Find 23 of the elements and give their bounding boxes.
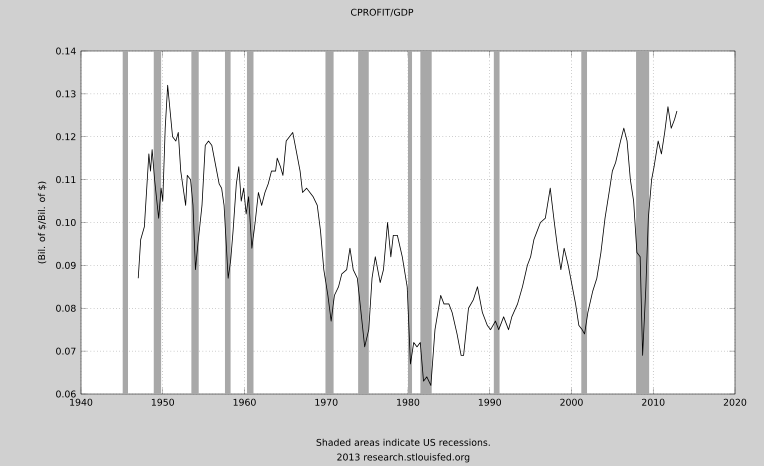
y-tick-label: 0.11 (56, 176, 76, 184)
x-tick-label: 1940 (70, 398, 92, 406)
x-tick-label: 1960 (234, 398, 256, 406)
x-tick-label: 1980 (397, 398, 420, 406)
y-tick-label: 0.12 (56, 133, 76, 140)
y-tick-label: 0.08 (56, 304, 76, 312)
text: 2013 research.stlouisfed.org (337, 453, 470, 462)
x-tick-label: 1990 (478, 398, 501, 406)
chart-title: CPROFIT/GDP (351, 8, 414, 16)
x-tick-label: 2000 (560, 398, 583, 406)
y-tick-label: 0.07 (56, 348, 76, 355)
y-tick-label: 0.13 (56, 90, 76, 98)
y-tick-label: 0.06 (56, 390, 76, 398)
x-tick-label: 1950 (152, 398, 174, 406)
x-tick-label: 2020 (724, 398, 746, 406)
x-tick-label: 2010 (642, 398, 664, 406)
text: Shaded areas indicate US recessions. (316, 438, 490, 446)
line-series (138, 84, 678, 386)
y-tick-label: 0.10 (56, 218, 76, 226)
y-axis-title: (Bil. of $/Bil. of $) (38, 182, 46, 264)
y-tick-label: 0.09 (56, 262, 76, 269)
x-tick-label: 1970 (315, 398, 338, 406)
y-tick-label: 0.14 (56, 47, 76, 55)
